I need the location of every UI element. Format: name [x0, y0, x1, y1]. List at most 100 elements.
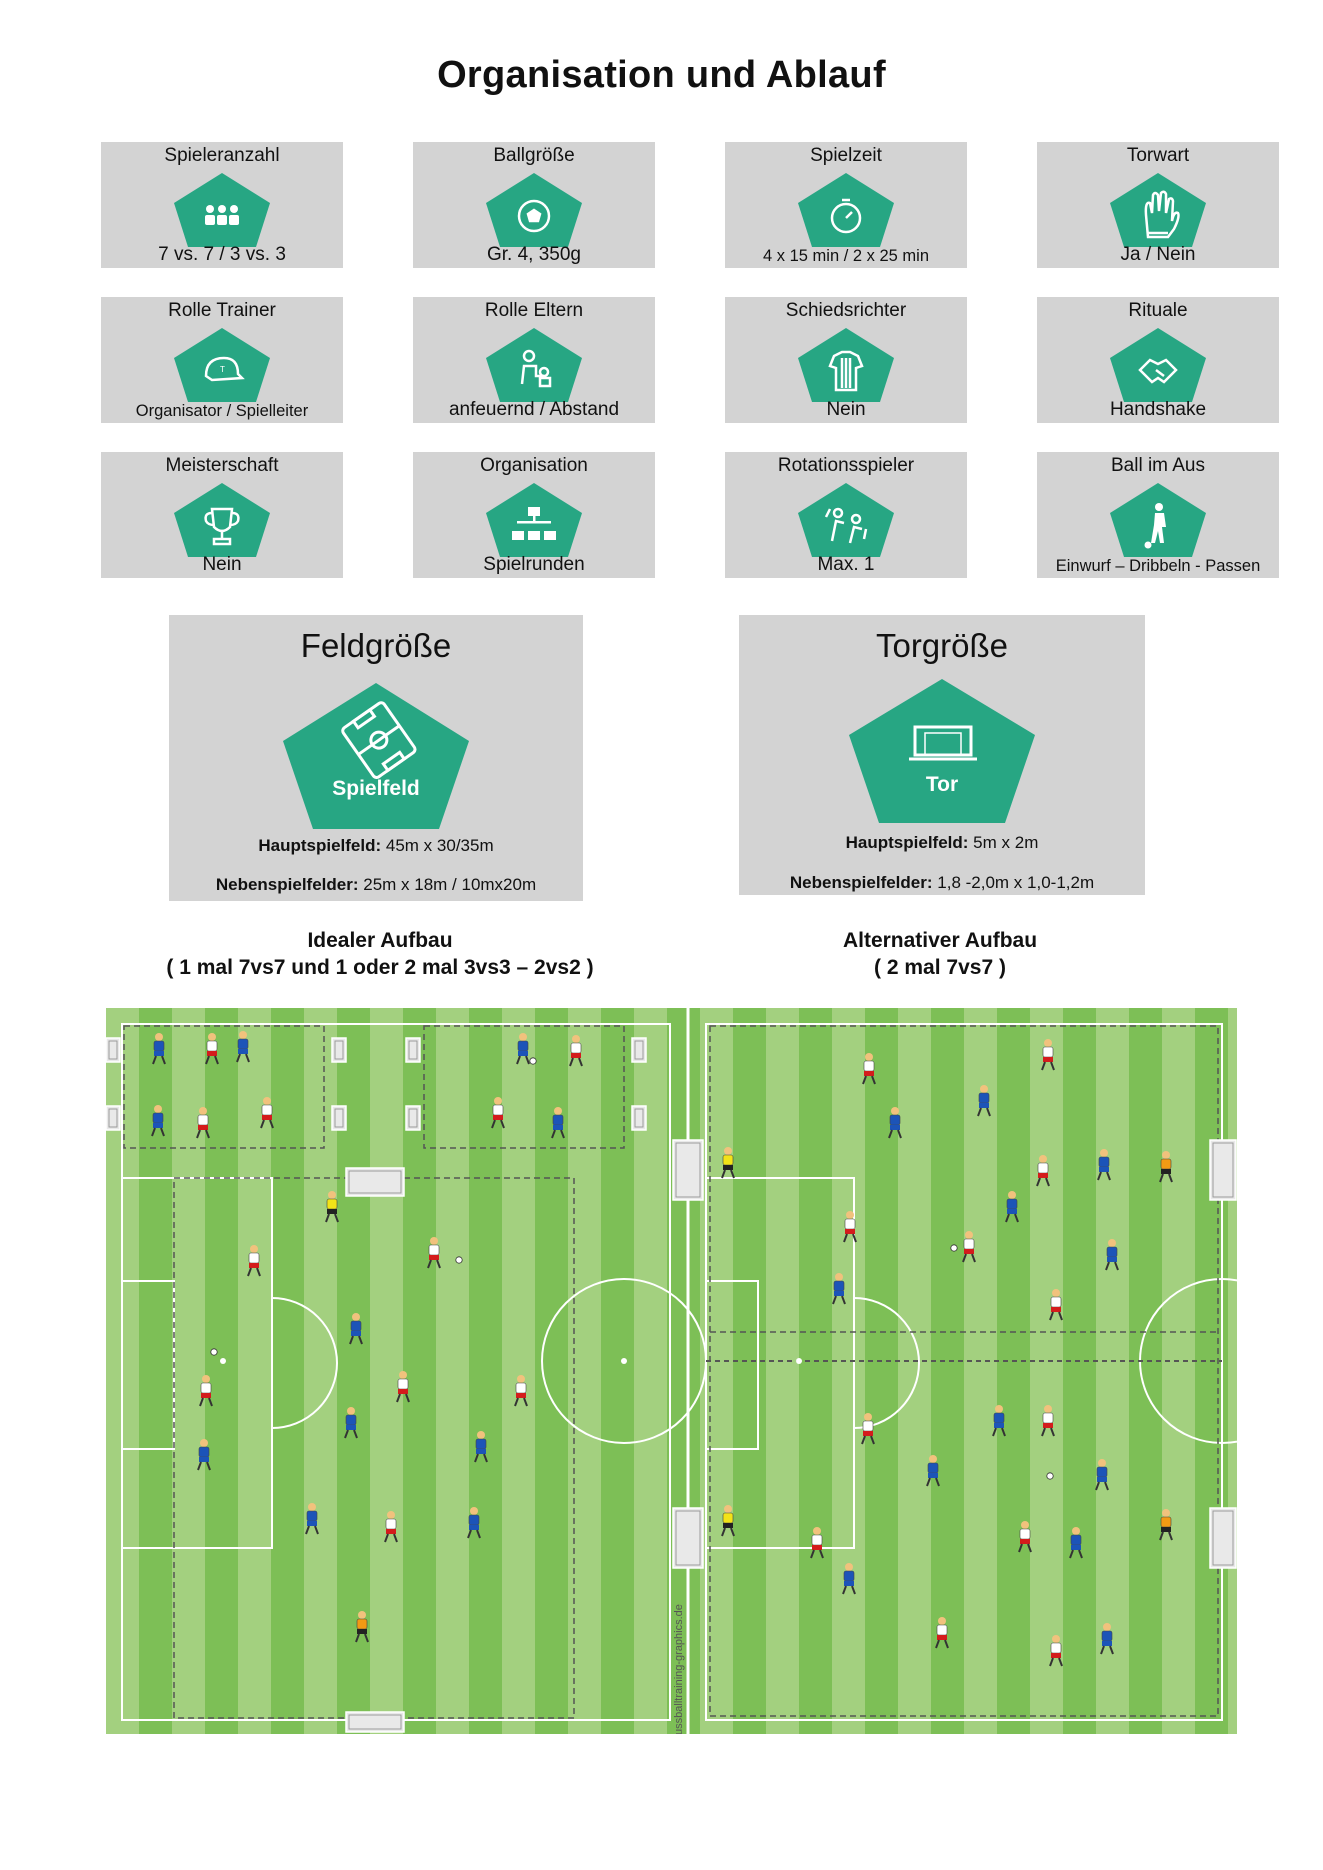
player-red-head: [494, 1097, 502, 1105]
player-red-leg: [1050, 1061, 1055, 1071]
player-blue-shirt: [1070, 1534, 1082, 1546]
player-red-shorts: [249, 1263, 259, 1268]
info-card-value: Handshake: [1109, 399, 1207, 420]
info-card-label: Rolle Trainer: [168, 300, 276, 321]
grass-stripe: [436, 1008, 469, 1734]
player-blue-leg: [1014, 1213, 1019, 1223]
player-red-leg: [962, 1253, 967, 1263]
player-red-shirt: [862, 1420, 874, 1432]
field-size-main-value: 45m x 30/35m: [385, 836, 494, 855]
player-red-shirt: [570, 1042, 582, 1054]
goal-size-main-label: Hauptspielfeld:: [845, 833, 969, 852]
info-card-value: Organisator / Spielleiter: [135, 402, 309, 420]
player-red-shirt: [1019, 1528, 1031, 1540]
player-blue-head: [995, 1405, 1003, 1413]
player-red-leg: [405, 1393, 410, 1403]
player-blue-head: [352, 1313, 360, 1321]
player-red-shorts: [493, 1115, 503, 1120]
player-red-head: [1021, 1521, 1029, 1529]
player-blue-leg: [1069, 1549, 1074, 1559]
player-yellow-shirt: [722, 1512, 734, 1524]
penalty-arc-right: [853, 1297, 920, 1429]
player-red-head: [865, 1053, 873, 1061]
player-blue-shirt: [1106, 1246, 1118, 1258]
player-blue-leg: [1100, 1645, 1105, 1655]
referee-shirt-icon: [798, 328, 894, 402]
player-red-head: [846, 1211, 854, 1219]
player-red-leg: [862, 1075, 867, 1085]
info-card-value: Ja / Nein: [1120, 244, 1196, 265]
player-red-leg: [1049, 1311, 1054, 1321]
player-red-shorts: [845, 1229, 855, 1234]
player-blue-head: [470, 1507, 478, 1515]
player-orange-shorts: [357, 1629, 367, 1634]
player-blue-leg: [467, 1529, 472, 1539]
player-blue-leg: [349, 1335, 354, 1345]
penalty-spot-right: [796, 1358, 802, 1364]
player-red-shorts: [201, 1393, 211, 1398]
player-orange-shirt: [1160, 1516, 1172, 1528]
info-card: Spieleranzahl 7 vs. 7 / 3 vs. 3: [101, 142, 343, 268]
goal-size-side-value: 1,8 -2,0m x 1,0-1,2m: [937, 873, 1095, 892]
player-blue-shorts: [1099, 1167, 1109, 1172]
field-size-side: Nebenspielfelder: 25m x 18m / 10mx20m: [169, 875, 583, 895]
player-blue-head: [1103, 1623, 1111, 1631]
info-card-label: Organisation: [480, 455, 588, 476]
info-card-value: Einwurf – Dribbeln - Passen: [1055, 557, 1261, 575]
player-yellow-leg: [730, 1169, 735, 1179]
player-red-leg: [427, 1259, 432, 1269]
player-blue-shirt: [927, 1462, 939, 1474]
player-red-head: [387, 1511, 395, 1519]
player-blue-leg: [245, 1053, 250, 1063]
player-orange-head: [1162, 1509, 1170, 1517]
player-blue-shorts: [154, 1051, 164, 1056]
goal-size-pentagon-label: Tor: [925, 773, 959, 796]
grass-stripe: [1096, 1008, 1129, 1734]
info-card-label: Spieleranzahl: [164, 145, 280, 166]
player-blue-shirt: [345, 1414, 357, 1426]
player-blue-leg: [344, 1429, 349, 1439]
player-blue-shirt: [1096, 1466, 1108, 1478]
player-red-leg: [1058, 1311, 1063, 1321]
player-red-shorts: [429, 1255, 439, 1260]
ball: [455, 1256, 463, 1264]
player-blue-leg: [1095, 1481, 1100, 1491]
field-size-card: Feldgröße Spielfeld Hauptspielfeld: 45m …: [169, 615, 583, 901]
player-blue-leg: [206, 1461, 211, 1471]
info-card: Rolle Eltern anfeuernd / Abstand: [413, 297, 655, 423]
player-blue-shirt: [198, 1446, 210, 1458]
player-blue-head: [1108, 1239, 1116, 1247]
player-orange-leg: [364, 1633, 369, 1643]
player-blue-leg: [851, 1585, 856, 1595]
player-red-shorts: [207, 1051, 217, 1056]
player-red-shirt: [261, 1104, 273, 1116]
info-card: Rituale Handshake: [1037, 297, 1279, 423]
player-red-shorts: [964, 1249, 974, 1254]
watermark-text: fussballtraining-graphics.de: [673, 1604, 685, 1734]
player-red-head: [199, 1107, 207, 1115]
info-card-label: Meisterschaft: [165, 455, 279, 476]
alt-setup-subtitle: ( 2 mal 7vs7 ): [874, 956, 1006, 979]
player-red-shirt: [428, 1244, 440, 1256]
player-red-head: [202, 1375, 210, 1383]
player-blue-leg: [897, 1129, 902, 1139]
player-red-leg: [944, 1639, 949, 1649]
mini-goal: [405, 1105, 421, 1131]
info-card: Organisation Spielrunden: [413, 452, 655, 578]
grass-stripe: [766, 1008, 799, 1734]
player-blue-leg: [560, 1129, 565, 1139]
player-blue-shorts: [199, 1457, 209, 1462]
player-blue-shirt: [833, 1280, 845, 1292]
player-red-head: [1044, 1039, 1052, 1047]
player-red-leg: [514, 1397, 519, 1407]
penalty-spot-left: [220, 1358, 226, 1364]
player-red-head: [517, 1375, 525, 1383]
goal-far-right-lower: [1209, 1507, 1237, 1569]
player-yellow-shorts: [327, 1209, 337, 1214]
info-card: Torwart Ja / Nein: [1037, 142, 1279, 268]
goal-far-right-upper-net: [1212, 1142, 1234, 1198]
zone-3vs3-right: [423, 1025, 625, 1149]
player-blue-head: [239, 1031, 247, 1039]
info-card-value: Gr. 4, 350g: [486, 244, 581, 265]
player-blue-shirt: [889, 1114, 901, 1126]
